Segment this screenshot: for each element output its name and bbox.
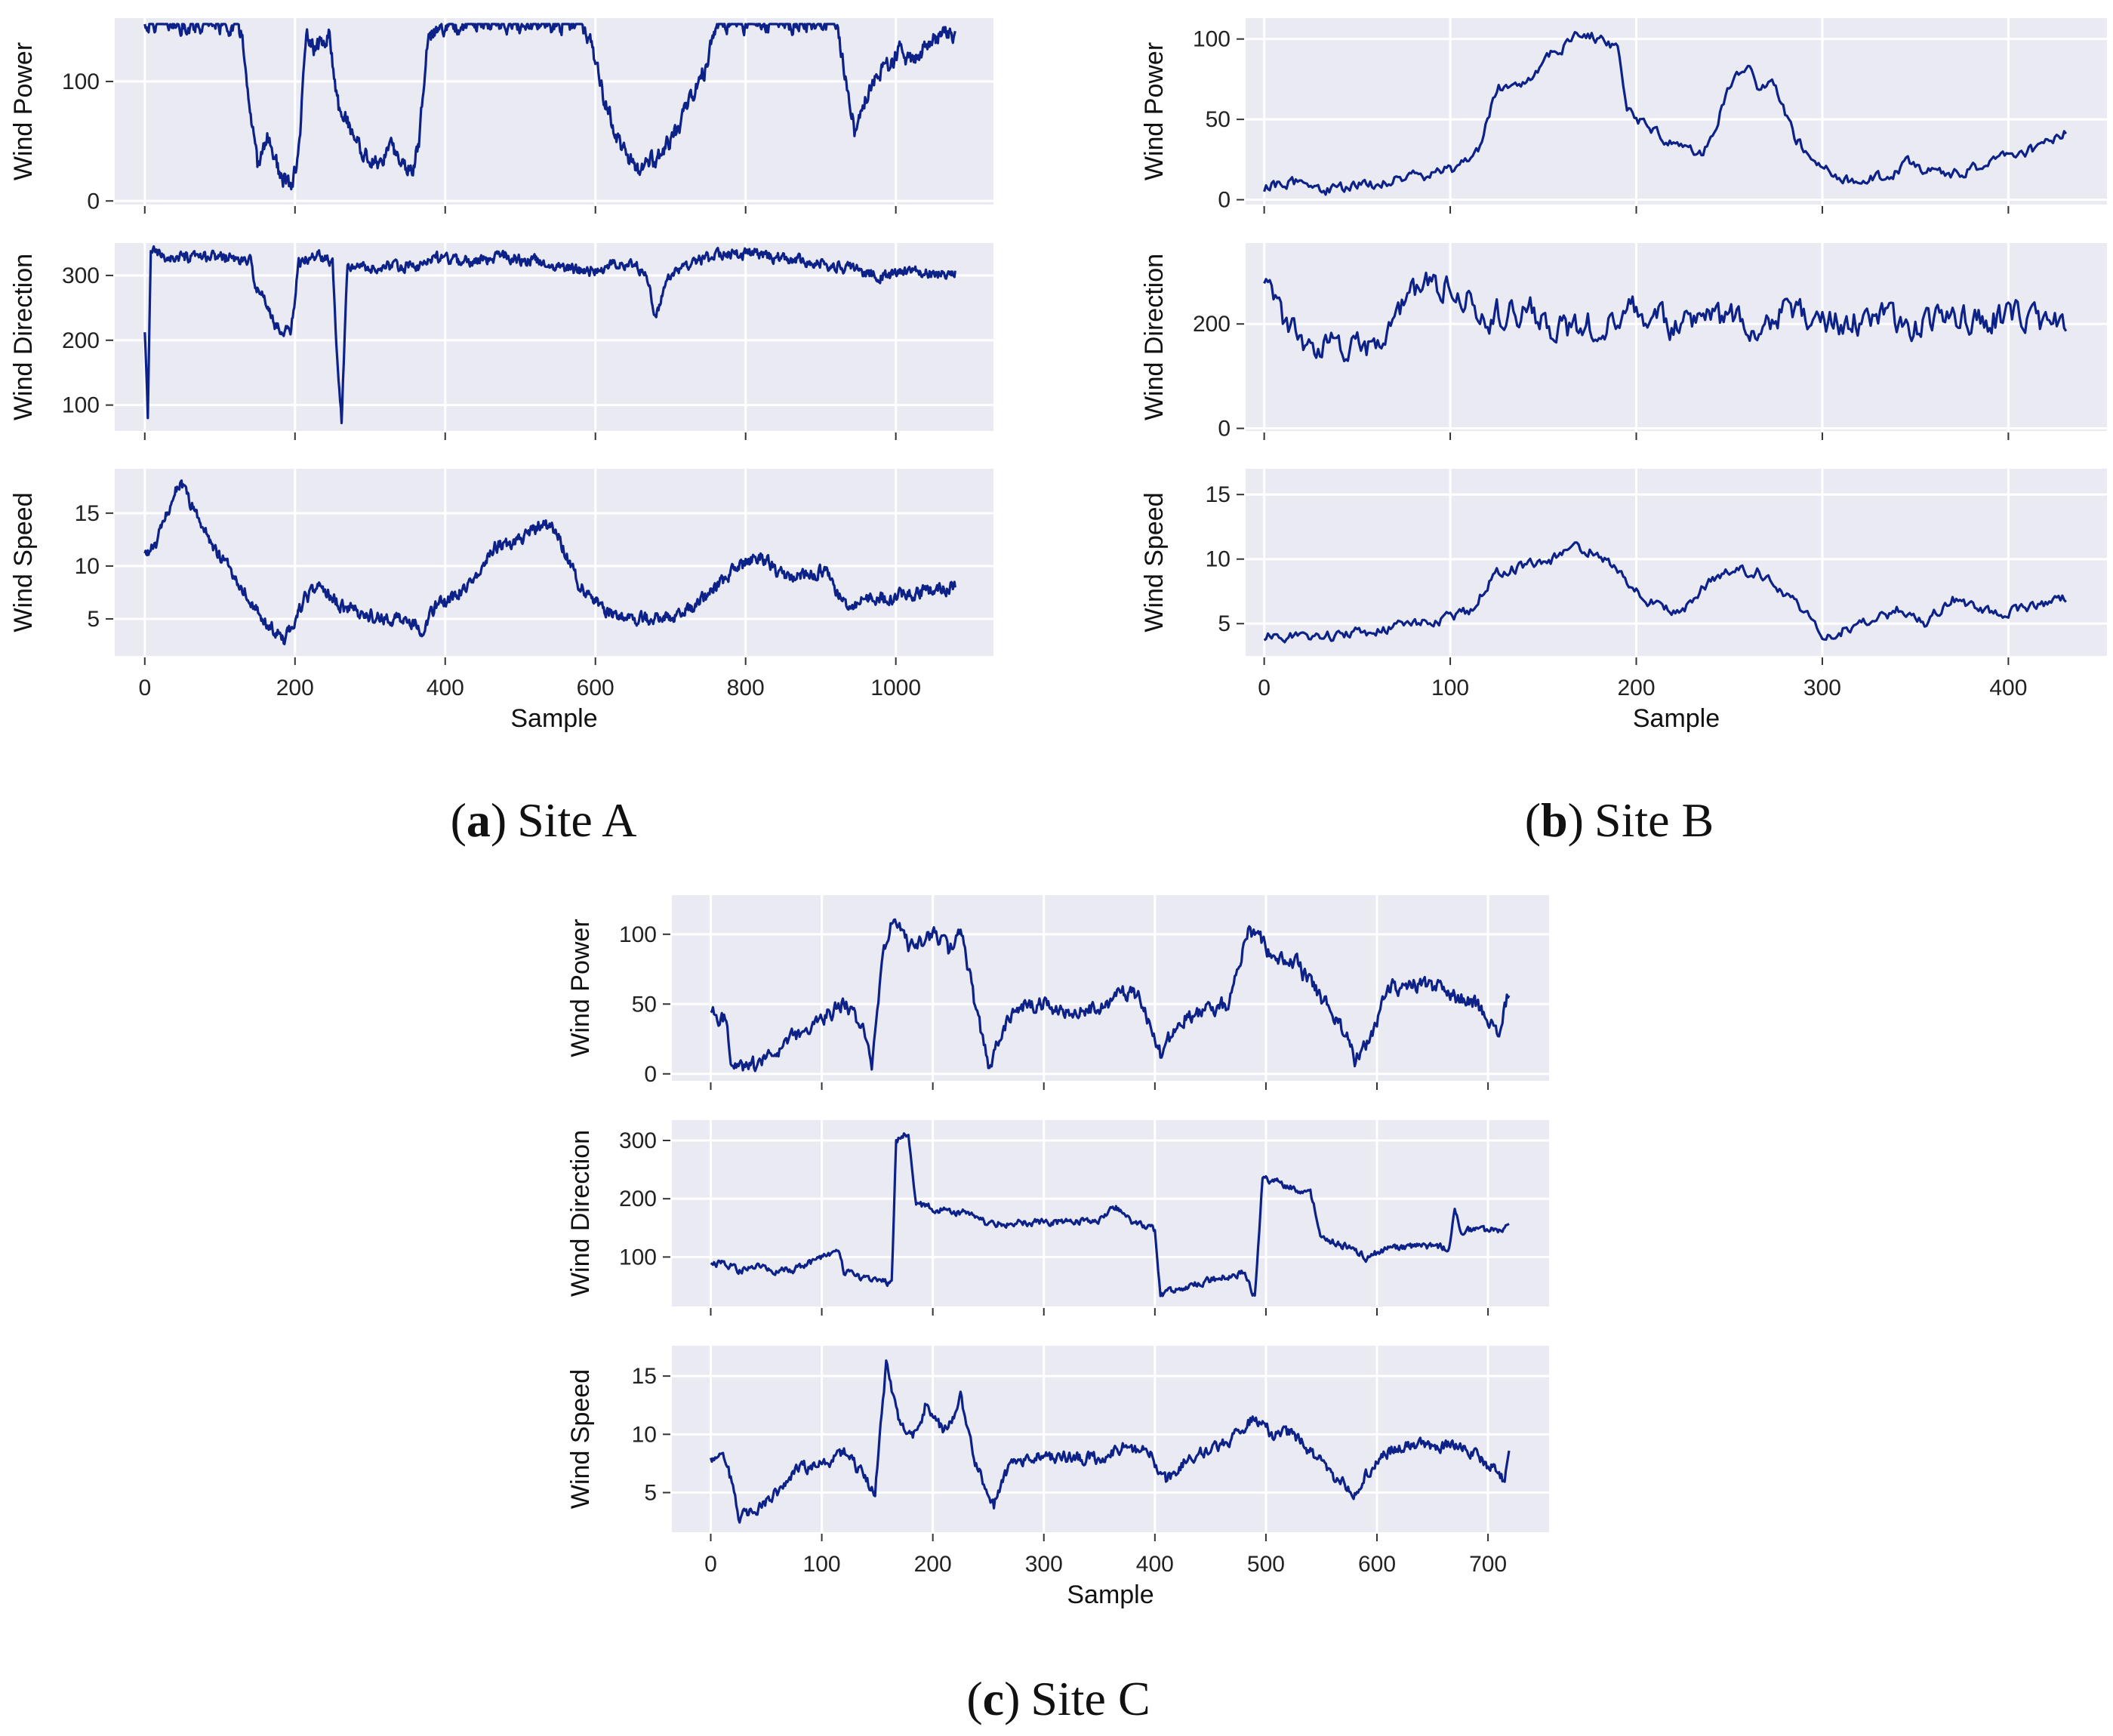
site-a-xlabel: Sample <box>510 704 597 733</box>
x-tick-label: 100 <box>1431 676 1469 700</box>
x-tick-label: 400 <box>1136 1552 1174 1577</box>
site-a-wind-direction-panel: 100 200 300 Wind Direction <box>9 243 993 440</box>
y-tick-label: 50 <box>1206 107 1231 132</box>
y-tick-label: 5 <box>644 1481 657 1506</box>
site-c-wind-speed-panel: 5 10 15 Wind Speed 0 100 200 300 400 500 600 700 Sam… <box>566 1346 1549 1609</box>
x-tick-label: 1000 <box>870 676 921 700</box>
site-b-xlabel: Sample <box>1633 704 1720 733</box>
site-c-wind-direction-panel: 100 200 300 Wind Direction <box>566 1120 1549 1316</box>
x-tick-label: 800 <box>727 676 765 700</box>
x-tick-label: 0 <box>1258 676 1271 700</box>
site-b-wind-power-ylabel: Wind Power <box>1140 42 1169 180</box>
y-tick-label: 200 <box>1193 312 1231 337</box>
y-tick-label: 200 <box>619 1187 657 1211</box>
site-c-xlabel: Sample <box>1067 1581 1154 1609</box>
y-tick-label: 10 <box>75 554 100 579</box>
site-c-wind-direction-series-line <box>710 1132 1510 1297</box>
site-b-wind-power-series-line <box>1263 31 2068 196</box>
site-b-wind-speed-ylabel: Wind Speed <box>1140 492 1169 632</box>
y-tick-label: 100 <box>619 1245 657 1270</box>
site-c-wind-speed-ylabel: Wind Speed <box>566 1369 595 1509</box>
x-tick-label: 400 <box>1989 676 2027 700</box>
x-tick-label: 200 <box>276 676 314 700</box>
y-tick-label: 5 <box>87 607 100 632</box>
y-tick-label: 300 <box>619 1128 657 1153</box>
site-c-wind-direction-ylabel: Wind Direction <box>566 1130 595 1297</box>
site-a-wind-power-panel: 0 100 Wind Power <box>9 18 993 214</box>
site-a-wind-speed-panel: 5 10 15 Wind Speed 0 200 400 600 800 1000 Sample <box>9 469 993 733</box>
site-a-wind-power-background <box>115 18 993 205</box>
y-tick-label: 0 <box>644 1062 657 1087</box>
site-c-wind-speed-series-line <box>709 1359 1511 1524</box>
y-tick-label: 300 <box>62 263 100 288</box>
site-b-wind-speed-series-line <box>1263 541 2067 644</box>
x-tick-label: 600 <box>1358 1552 1396 1577</box>
site-c-wind-power-background <box>672 895 1549 1081</box>
y-tick-label: 10 <box>1206 547 1231 572</box>
x-tick-label: 700 <box>1469 1552 1507 1577</box>
y-tick-label: 0 <box>87 189 100 214</box>
y-tick-label: 50 <box>632 992 657 1017</box>
y-tick-label: 10 <box>632 1422 657 1447</box>
x-tick-label: 300 <box>1025 1552 1063 1577</box>
x-tick-label: 0 <box>138 676 151 700</box>
site-b-wind-speed-background <box>1246 469 2107 656</box>
y-tick-label: 100 <box>1193 27 1231 52</box>
site-a-wind-speed-series-line <box>143 479 956 645</box>
site-a-wind-power-ylabel: Wind Power <box>9 42 38 180</box>
x-tick-label: 0 <box>704 1552 717 1577</box>
site-a-wind-power-series-line <box>143 23 956 191</box>
site-b-wind-power-panel: 0 50 100 Wind Power <box>1140 18 2107 214</box>
site-c-wind-direction-background <box>672 1120 1549 1307</box>
site-b-wind-direction-ylabel: Wind Direction <box>1140 254 1169 420</box>
site-b-wind-direction-background <box>1246 243 2107 431</box>
site-a-wind-direction-ylabel: Wind Direction <box>9 254 38 420</box>
x-tick-label: 300 <box>1803 676 1841 700</box>
x-tick-label: 200 <box>1617 676 1655 700</box>
x-tick-label: 100 <box>803 1552 841 1577</box>
y-tick-label: 0 <box>1218 188 1231 213</box>
x-tick-label: 400 <box>427 676 464 700</box>
site-c-wind-power-panel: 0 50 100 Wind Power <box>566 895 1549 1090</box>
site-b-wind-direction-series-line <box>1263 271 2068 362</box>
y-tick-label: 15 <box>75 501 100 526</box>
site-a-wind-speed-ylabel: Wind Speed <box>9 492 38 632</box>
site-a-wind-speed-background <box>115 469 993 656</box>
x-tick-label: 600 <box>577 676 614 700</box>
x-tick-label: 200 <box>914 1552 952 1577</box>
site-c-wind-power-ylabel: Wind Power <box>566 919 595 1057</box>
caption-site-b: (b) Site B <box>1525 793 1714 847</box>
y-tick-label: 100 <box>62 393 100 418</box>
x-tick-label: 500 <box>1247 1552 1285 1577</box>
caption-site-a: (a) Site A <box>451 793 637 847</box>
site-c-wind-power-series-line <box>710 918 1511 1073</box>
y-tick-label: 200 <box>62 328 100 353</box>
y-tick-label: 5 <box>1218 611 1231 636</box>
site-b-wind-speed-panel: 5 10 15 Wind Speed 0 100 200 300 400 Sample <box>1140 469 2107 733</box>
y-tick-label: 0 <box>1218 417 1231 442</box>
y-tick-label: 100 <box>619 922 657 947</box>
y-tick-label: 15 <box>632 1364 657 1389</box>
y-tick-label: 15 <box>1206 482 1231 507</box>
site-b-wind-power-background <box>1246 18 2107 205</box>
site-b-wind-direction-panel: 0 200 Wind Direction <box>1140 243 2107 442</box>
site-b-chart: 0 50 100 Wind Power 0 200 Wind Direction 5 10 15 W… <box>1140 18 2107 733</box>
site-c-wind-speed-background <box>672 1346 1549 1532</box>
site-a-wind-direction-series-line <box>143 245 956 425</box>
y-tick-label: 100 <box>62 69 100 94</box>
caption-site-c: (c) Site C <box>966 1672 1150 1725</box>
